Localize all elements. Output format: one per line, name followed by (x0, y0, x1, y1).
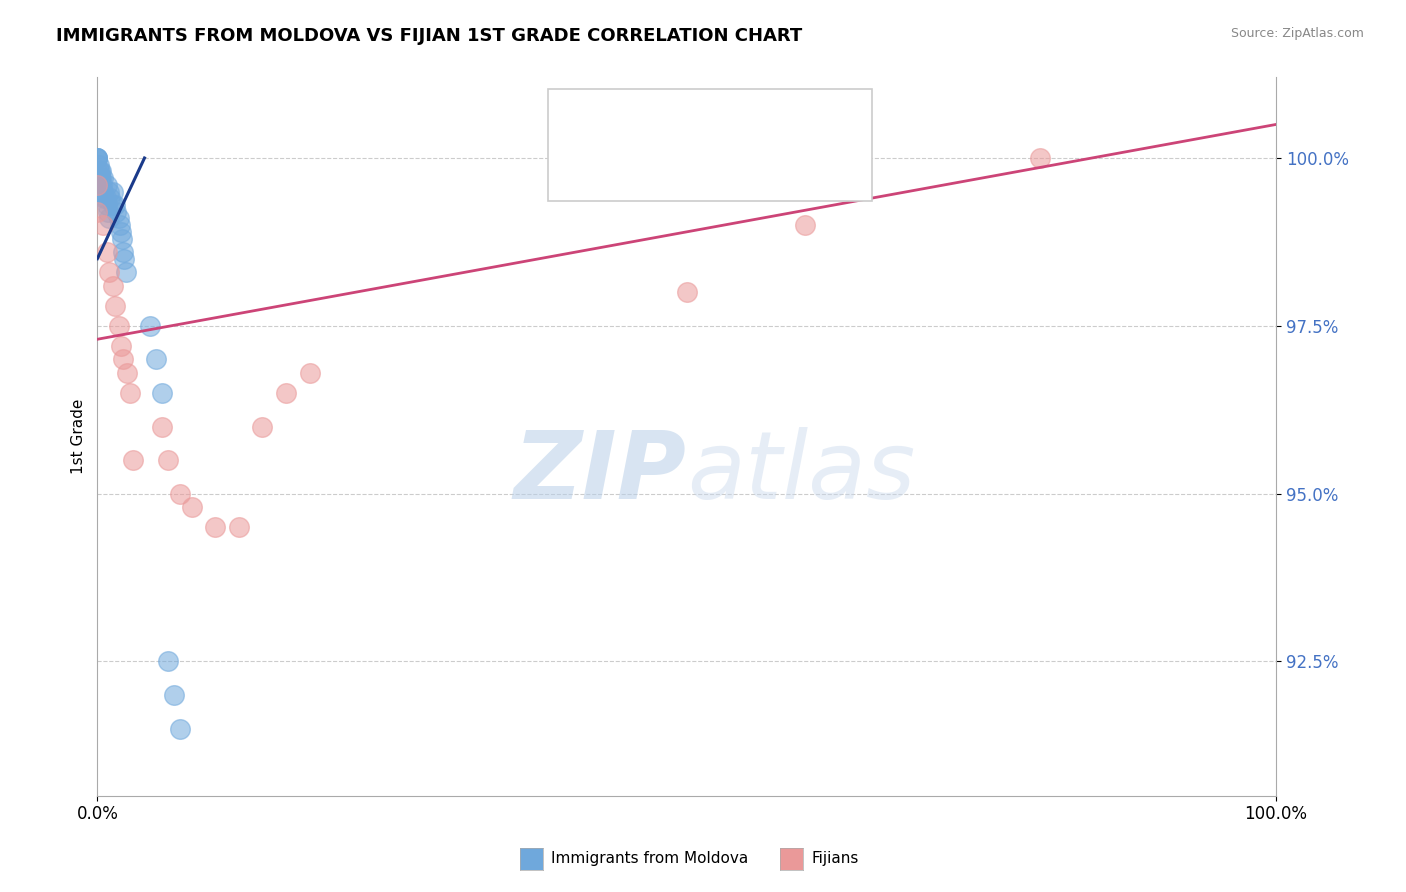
Point (91, 171, 114, 186)
Point (86, 151, 108, 165)
Point (91, 185, 114, 199)
Text: IMMIGRANTS FROM MOLDOVA VS FIJIAN 1ST GRADE CORRELATION CHART: IMMIGRANTS FROM MOLDOVA VS FIJIAN 1ST GR… (56, 27, 803, 45)
Point (108, 218, 131, 232)
Point (91, 218, 114, 232)
Point (89, 171, 111, 186)
Point (90, 164, 112, 178)
Point (91, 178, 114, 192)
Point (793, 218, 815, 232)
Point (86, 185, 108, 199)
Point (675, 285, 697, 300)
Point (114, 265, 136, 279)
Point (101, 185, 124, 199)
Point (107, 318, 129, 333)
Point (90, 171, 112, 186)
Point (228, 520, 250, 534)
Point (86, 151, 108, 165)
Point (86, 151, 108, 165)
Point (150, 386, 173, 401)
Point (150, 419, 173, 434)
Text: Fijians: Fijians (811, 852, 859, 866)
Point (107, 211, 129, 226)
Point (139, 318, 162, 333)
Text: ZIP: ZIP (513, 426, 686, 518)
Point (96, 178, 118, 192)
Point (86, 178, 108, 192)
Point (89, 164, 111, 178)
Point (274, 386, 297, 401)
Point (145, 352, 167, 367)
Point (86, 164, 108, 178)
Point (110, 339, 132, 353)
Point (252, 419, 274, 434)
Point (86, 151, 108, 165)
Text: R = 0.283   N = 43: R = 0.283 N = 43 (614, 115, 799, 133)
Point (204, 520, 226, 534)
Point (157, 453, 180, 467)
Point (98, 211, 121, 226)
Point (94, 191, 117, 205)
Point (97, 204, 120, 219)
Point (98, 191, 121, 205)
Point (98, 265, 121, 279)
Point (112, 244, 135, 259)
Point (87, 158, 110, 172)
Point (93, 191, 115, 205)
Point (169, 722, 191, 736)
Point (163, 688, 186, 702)
Point (104, 198, 127, 212)
Text: Immigrants from Moldova: Immigrants from Moldova (551, 852, 748, 866)
Y-axis label: 1st Grade: 1st Grade (72, 399, 86, 475)
Point (87, 164, 110, 178)
Text: Source: ZipAtlas.com: Source: ZipAtlas.com (1230, 27, 1364, 40)
Point (169, 486, 191, 500)
Point (96, 244, 118, 259)
Point (121, 453, 143, 467)
Point (110, 225, 132, 239)
Point (114, 252, 136, 266)
Point (91, 185, 114, 199)
Point (86, 178, 108, 192)
Point (105, 204, 128, 219)
Point (111, 231, 134, 245)
Point (86, 204, 108, 219)
Point (120, 386, 142, 401)
Point (104, 299, 127, 313)
Point (115, 366, 138, 380)
Text: atlas: atlas (686, 427, 915, 518)
Point (98, 185, 121, 199)
Point (112, 352, 135, 367)
Point (180, 500, 202, 514)
Point (298, 366, 321, 380)
Point (157, 655, 180, 669)
Point (101, 198, 124, 212)
Point (1029, 151, 1052, 165)
Point (86, 171, 108, 186)
Point (101, 278, 124, 293)
Text: R = 0.393   N = 25: R = 0.393 N = 25 (614, 149, 799, 167)
Point (96, 198, 118, 212)
